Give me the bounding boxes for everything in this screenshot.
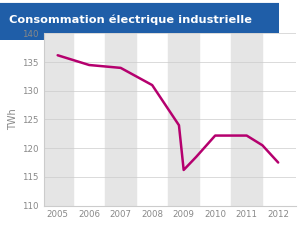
Bar [168,33,200,206]
Text: Consommation électrique industrielle: Consommation électrique industrielle [9,15,252,25]
Polygon shape [0,3,279,40]
Bar [42,33,74,206]
Bar [105,33,136,206]
Y-axis label: TWh: TWh [8,109,18,130]
FancyBboxPatch shape [0,3,279,40]
Bar [231,33,262,206]
